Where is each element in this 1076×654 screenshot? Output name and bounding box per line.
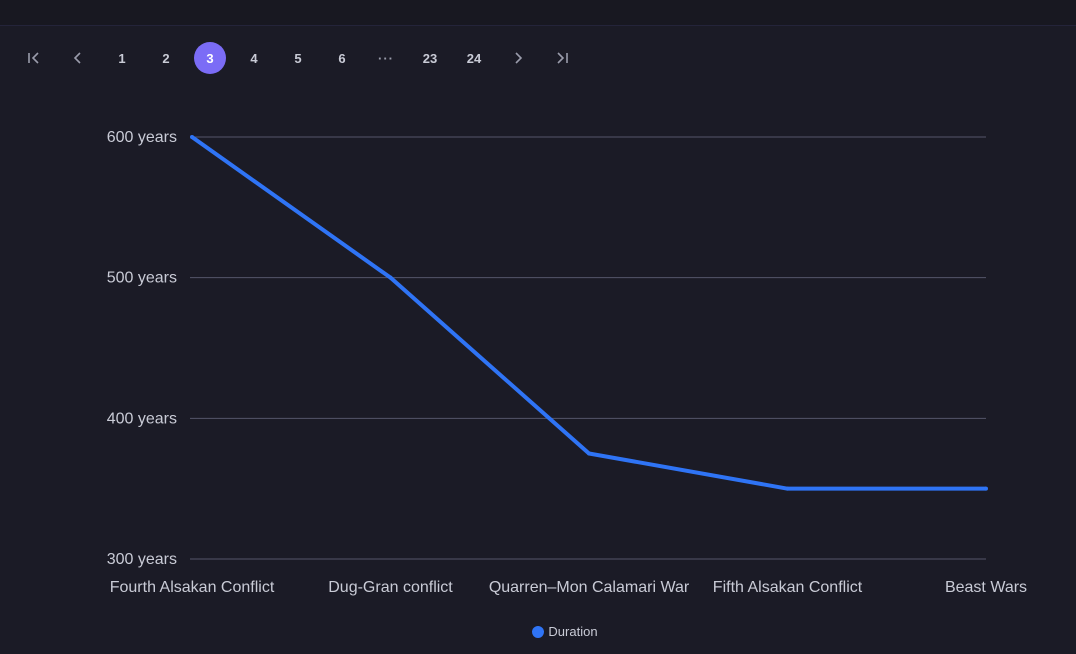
data-point[interactable] [587,451,591,456]
line-chart: 300 years 400 years 500 years 600 years Four… [107,129,1027,596]
page-button-23[interactable]: 23 [408,41,452,75]
chevron-left-icon [73,52,81,64]
pagination-ellipsis: ··· [364,41,408,75]
next-page-button[interactable] [496,41,540,75]
y-tick-label: 500 years [107,270,177,287]
y-tick-label: 600 years [107,129,177,146]
last-page-button[interactable] [540,41,584,75]
page-number-label: 24 [466,50,482,66]
page-button-2[interactable]: 2 [144,41,188,75]
series-line-duration [190,135,986,491]
data-point[interactable] [785,486,790,491]
last-page-icon [557,52,568,64]
prev-page-button[interactable] [56,41,100,75]
page-number-label: 4 [250,50,258,66]
page-button-6[interactable]: 6 [320,41,364,75]
page-button-24[interactable]: 24 [452,41,496,75]
chevron-right-icon [515,52,523,64]
data-point[interactable] [190,135,194,139]
page-number-list: 1 2 3 4 5 6 ··· 23 24 [100,41,496,75]
page-button-4[interactable]: 4 [232,41,276,75]
legend-label: Duration [548,624,598,639]
pagination: 1 2 3 4 5 6 ··· 23 24 [12,41,584,75]
page-button-1[interactable]: 1 [100,41,144,75]
y-tick-label: 400 years [107,410,177,427]
page-number-label: 2 [162,50,170,66]
page-number-label: ··· [378,50,394,66]
page-number-label: 5 [294,50,302,66]
legend-swatch [532,625,545,638]
x-tick-label: Dug-Gran conflict [328,579,453,596]
page-number-label: 1 [118,50,126,66]
x-tick-label: Quarren–Mon Calamari War [489,579,690,596]
page-button-5[interactable]: 5 [276,41,320,75]
first-page-button[interactable] [12,41,56,75]
data-point[interactable] [984,486,988,491]
y-tick-label: 300 years [107,551,177,568]
legend: Duration [0,624,1076,639]
page-number-label: 3 [194,42,226,74]
page-button-3[interactable]: 3 [188,41,232,75]
page-number-label: 23 [422,50,438,66]
first-page-icon [28,52,39,64]
x-tick-label: Beast Wars [945,579,1027,596]
top-bar [0,0,1076,26]
data-point[interactable] [388,275,393,280]
x-tick-label: Fifth Alsakan Conflict [713,579,863,596]
x-tick-label: Fourth Alsakan Conflict [110,579,275,596]
page-number-label: 6 [338,50,346,66]
